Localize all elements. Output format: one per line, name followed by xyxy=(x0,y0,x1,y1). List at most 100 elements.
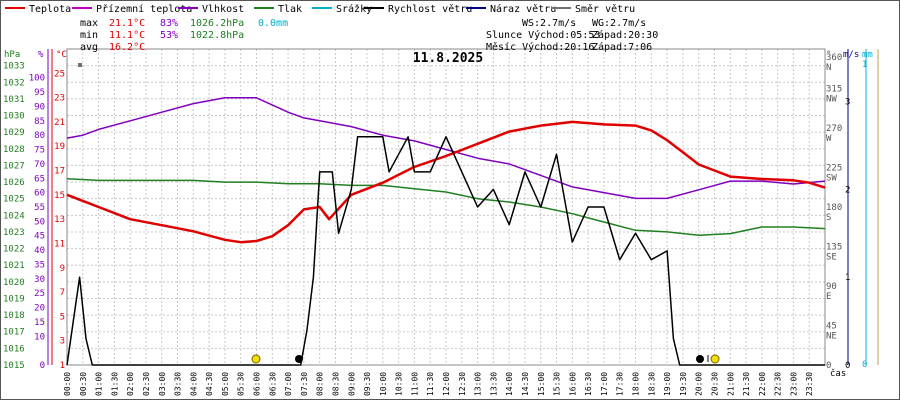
x-tick-label: 00:30 xyxy=(79,372,88,396)
stats-max-press: 1026.2hPa xyxy=(190,18,244,29)
x-tick-label: 07:30 xyxy=(300,372,309,396)
stats-block: max 21.1°C 83% 1026.2hPa 0.0mm min 11.1°… xyxy=(80,18,288,53)
hpa-tick-label: 1016 xyxy=(3,344,25,354)
temp-tick-label: 7 xyxy=(60,288,65,298)
x-tick-label: 13:00 xyxy=(474,372,483,396)
dir-tick-label: 360 xyxy=(826,53,842,63)
info-wind-speed: WS:2.7m/s xyxy=(522,18,576,29)
legend-label: Vlhkost xyxy=(202,4,244,15)
dir-compass-label: E xyxy=(826,292,831,302)
pct-tick-label: 70 xyxy=(34,160,45,170)
info-sunrise: Slunce Východ:05:53 xyxy=(486,29,600,41)
sunset-marker-icon xyxy=(710,354,720,364)
pct-tick-label: 50 xyxy=(34,217,45,227)
temp-tick-label: 21 xyxy=(54,118,65,128)
dir-axis-title: ° xyxy=(826,50,831,60)
x-tick-label: 13:30 xyxy=(489,372,498,396)
x-tick-label: 17:00 xyxy=(600,372,609,396)
hpa-tick-label: 1025 xyxy=(3,195,25,205)
x-tick-label: 14:00 xyxy=(505,372,514,396)
moonrise-marker-icon xyxy=(696,355,704,363)
temp-tick-label: 11 xyxy=(54,239,65,249)
x-tick-label: 22:30 xyxy=(774,372,783,396)
ms-tick-label: 0 xyxy=(845,361,850,371)
stats-min-hum: 53% xyxy=(160,30,178,41)
legend-label: Srážky xyxy=(336,3,372,15)
pct-tick-label: 90 xyxy=(34,102,45,112)
pressure-line xyxy=(66,177,826,237)
x-tick-label: 01:30 xyxy=(110,372,119,396)
temp-tick-label: 3 xyxy=(60,337,65,347)
pct-tick-label: 30 xyxy=(34,275,45,285)
x-tick-label: 06:30 xyxy=(268,372,277,396)
x-tick-label: 21:00 xyxy=(726,372,735,396)
pct-tick-label: 85 xyxy=(34,117,45,127)
hpa-tick-label: 1021 xyxy=(3,261,25,271)
ms-axis-title: m/s xyxy=(843,50,859,60)
stats-max-label: max xyxy=(80,18,98,29)
stats-min-label: min xyxy=(80,30,98,41)
pct-axis-title: % xyxy=(38,50,44,60)
hpa-tick-label: 1023 xyxy=(3,228,25,238)
hpa-tick-label: 1019 xyxy=(3,294,25,304)
axes: hPa1015101610171018101910201021102210231… xyxy=(3,49,879,396)
x-tick-label: 05:00 xyxy=(221,372,230,396)
x-tick-label: 19:00 xyxy=(663,372,672,396)
markers xyxy=(78,63,720,364)
temperature-line xyxy=(66,120,826,244)
grid xyxy=(66,49,826,366)
stats-max-temp: 21.1°C xyxy=(109,18,145,29)
hpa-tick-label: 1022 xyxy=(3,245,25,255)
x-tick-label: 04:00 xyxy=(189,372,198,396)
dir-tick-label: 315 xyxy=(826,85,842,95)
x-tick-label: 03:00 xyxy=(158,372,167,396)
ms-tick-label: 2 xyxy=(845,185,850,195)
x-tick-label: 16:30 xyxy=(584,372,593,396)
x-tick-label: 05:30 xyxy=(237,372,246,396)
stats-avg-label: avg xyxy=(80,42,98,53)
x-tick-label: 02:30 xyxy=(142,372,151,396)
info-sunset: Západ:20:30 xyxy=(592,29,658,41)
x-tick-label: 14:30 xyxy=(521,372,530,396)
x-tick-label: 12:00 xyxy=(442,372,451,396)
legend-label: Přízemní teplota xyxy=(96,3,192,15)
x-tick-label: 22:00 xyxy=(758,372,767,396)
legend-label: Teplota xyxy=(29,4,71,15)
pct-tick-label: 80 xyxy=(34,131,45,141)
temp-tick-label: 15 xyxy=(54,191,65,201)
x-tick-label: 21:30 xyxy=(742,372,751,396)
x-tick-label: 17:30 xyxy=(616,372,625,396)
x-tick-label: 08:00 xyxy=(316,372,325,396)
x-tick-label: 15:30 xyxy=(553,372,562,396)
x-tick-label: 20:30 xyxy=(710,372,719,396)
dir-tick-label: 225 xyxy=(826,164,842,174)
hpa-tick-label: 1029 xyxy=(3,128,25,138)
hpa-tick-label: 1024 xyxy=(3,211,25,221)
dir-tick-label: 45 xyxy=(826,322,837,332)
x-tick-label: 23:30 xyxy=(805,372,814,396)
pct-tick-label: 25 xyxy=(34,289,45,299)
legend-label: Tlak xyxy=(278,4,302,15)
x-tick-label: 12:30 xyxy=(458,372,467,396)
hpa-tick-label: 1020 xyxy=(3,278,25,288)
hpa-tick-label: 1018 xyxy=(3,311,25,321)
pct-tick-label: 60 xyxy=(34,189,45,199)
x-tick-label: 10:30 xyxy=(395,372,404,396)
pct-tick-label: 75 xyxy=(34,146,45,156)
info-moonrise: Měsíc Východ:20:16 xyxy=(486,41,594,53)
temp-tick-label: 25 xyxy=(54,69,65,79)
temp-tick-label: 13 xyxy=(54,215,65,225)
pct-tick-label: 40 xyxy=(34,246,45,256)
hpa-tick-label: 1015 xyxy=(3,361,25,371)
x-tick-label: 20:00 xyxy=(695,372,704,396)
ms-tick-label: 1 xyxy=(845,273,850,283)
hpa-tick-label: 1032 xyxy=(3,78,25,88)
x-tick-label: 19:30 xyxy=(679,372,688,396)
humidity-line xyxy=(66,97,826,200)
dir-compass-label: N xyxy=(826,63,831,73)
x-tick-label: 02:00 xyxy=(126,372,135,396)
hpa-tick-label: 1026 xyxy=(3,178,25,188)
temp-tick-label: 17 xyxy=(54,167,65,177)
